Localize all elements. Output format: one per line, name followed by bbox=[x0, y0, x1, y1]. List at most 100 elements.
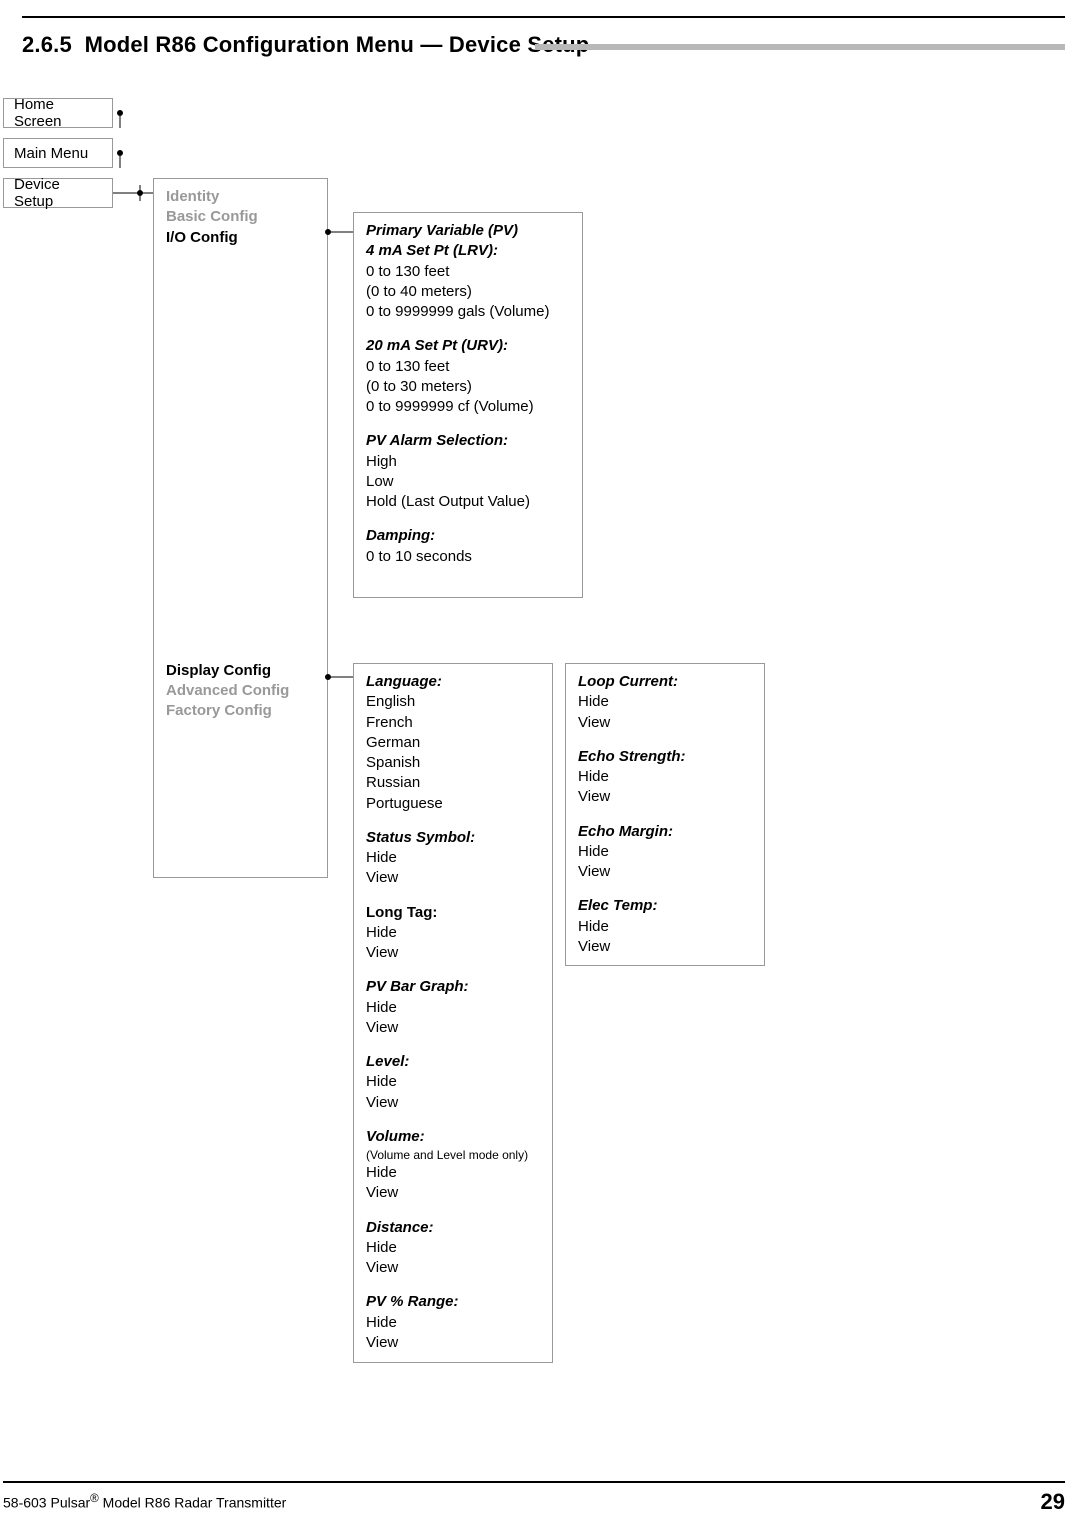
io-alarm-block: PV Alarm Selection: High Low Hold (Last … bbox=[366, 431, 570, 512]
disp-pvrange-view: View bbox=[366, 1333, 540, 1353]
disp-longtag-block: Long Tag: Hide View bbox=[366, 903, 540, 964]
io-alarm-l1: High bbox=[366, 452, 570, 472]
disp-lang2: French bbox=[366, 713, 540, 733]
io-config-box: Primary Variable (PV) 4 mA Set Pt (LRV):… bbox=[353, 212, 583, 598]
disp-volume-block: Volume: (Volume and Level mode only) Hid… bbox=[366, 1127, 540, 1204]
disp-longtag-hide: Hide bbox=[366, 923, 540, 943]
nav-home: Home Screen bbox=[3, 98, 113, 128]
io-lrv-l2: (0 to 40 meters) bbox=[366, 282, 570, 302]
disp-lang6: Portuguese bbox=[366, 794, 540, 814]
io-urv-l3: 0 to 9999999 cf (Volume) bbox=[366, 397, 570, 417]
page-number: 29 bbox=[1041, 1489, 1065, 1515]
section-number: 2.6.5 bbox=[22, 32, 72, 57]
right-loop-title: Loop Current: bbox=[578, 672, 752, 692]
disp-longtag-title: Long Tag: bbox=[366, 903, 540, 923]
disp-lang-block: Language: English French German Spanish … bbox=[366, 672, 540, 814]
footer-reg: ® bbox=[90, 1492, 99, 1505]
disp-volume-hide: Hide bbox=[366, 1163, 540, 1183]
disp-pvrange-title: PV % Range: bbox=[366, 1292, 540, 1312]
disp-lang1: English bbox=[366, 692, 540, 712]
right-temp-view: View bbox=[578, 937, 752, 957]
disp-pvbar-block: PV Bar Graph: Hide View bbox=[366, 977, 540, 1038]
config-factory: Factory Config bbox=[166, 701, 315, 721]
disp-lang4: Spanish bbox=[366, 753, 540, 773]
disp-pvbar-hide: Hide bbox=[366, 998, 540, 1018]
right-temp-hide: Hide bbox=[578, 917, 752, 937]
footer-rule bbox=[3, 1481, 1065, 1483]
right-echom-hide: Hide bbox=[578, 842, 752, 862]
footer-left: 58-603 Pulsar® Model R86 Radar Transmitt… bbox=[3, 1492, 286, 1511]
io-alarm-l3: Hold (Last Output Value) bbox=[366, 492, 570, 512]
disp-lang-title: Language: bbox=[366, 672, 540, 692]
io-urv-title: 20 mA Set Pt (URV): bbox=[366, 336, 570, 356]
config-advanced: Advanced Config bbox=[166, 681, 315, 701]
right-echom-title: Echo Margin: bbox=[578, 822, 752, 842]
display-config-box: Language: English French German Spanish … bbox=[353, 663, 553, 1363]
disp-volume-note: (Volume and Level mode only) bbox=[366, 1147, 540, 1163]
disp-level-view: View bbox=[366, 1093, 540, 1113]
right-temp-block: Elec Temp: Hide View bbox=[578, 896, 752, 957]
config-identity: Identity bbox=[166, 187, 315, 207]
disp-pvrange-block: PV % Range: Hide View bbox=[366, 1292, 540, 1353]
footer-rest: Model R86 Radar Transmitter bbox=[99, 1495, 287, 1511]
right-echos-title: Echo Strength: bbox=[578, 747, 752, 767]
right-loop-hide: Hide bbox=[578, 692, 752, 712]
nav-main-label: Main Menu bbox=[14, 145, 88, 162]
disp-longtag-view: View bbox=[366, 943, 540, 963]
io-urv-block: 20 mA Set Pt (URV): 0 to 130 feet (0 to … bbox=[366, 336, 570, 417]
disp-dist-hide: Hide bbox=[366, 1238, 540, 1258]
disp-pvbar-title: PV Bar Graph: bbox=[366, 977, 540, 997]
right-echos-view: View bbox=[578, 787, 752, 807]
right-echom-view: View bbox=[578, 862, 752, 882]
io-damp-title: Damping: bbox=[366, 526, 570, 546]
nav-setup-label: Device Setup bbox=[14, 176, 102, 210]
section-heading: 2.6.5 Model R86 Configuration Menu — Dev… bbox=[22, 32, 589, 58]
io-pv-block: Primary Variable (PV) 4 mA Set Pt (LRV):… bbox=[366, 221, 570, 322]
config-spacer bbox=[166, 248, 315, 661]
config-io: I/O Config bbox=[166, 228, 315, 248]
io-lrv-l3: 0 to 9999999 gals (Volume) bbox=[366, 302, 570, 322]
io-urv-l2: (0 to 30 meters) bbox=[366, 377, 570, 397]
io-pv-title: Primary Variable (PV) bbox=[366, 221, 570, 241]
disp-status-view: View bbox=[366, 868, 540, 888]
config-display: Display Config bbox=[166, 661, 315, 681]
disp-dist-title: Distance: bbox=[366, 1218, 540, 1238]
heading-accent-line bbox=[535, 44, 1065, 50]
right-config-box: Loop Current: Hide View Echo Strength: H… bbox=[565, 663, 765, 966]
right-echos-block: Echo Strength: Hide View bbox=[578, 747, 752, 808]
disp-level-title: Level: bbox=[366, 1052, 540, 1072]
right-temp-title: Elec Temp: bbox=[578, 896, 752, 916]
top-rule bbox=[22, 16, 1065, 18]
config-basic: Basic Config bbox=[166, 207, 315, 227]
disp-status-title: Status Symbol: bbox=[366, 828, 540, 848]
disp-dist-block: Distance: Hide View bbox=[366, 1218, 540, 1279]
section-title: Model R86 Configuration Menu — Device Se… bbox=[85, 32, 590, 57]
nav-setup: Device Setup bbox=[3, 178, 113, 208]
io-alarm-title: PV Alarm Selection: bbox=[366, 431, 570, 451]
nav-main: Main Menu bbox=[3, 138, 113, 168]
io-damp-l1: 0 to 10 seconds bbox=[366, 547, 570, 567]
disp-pvbar-view: View bbox=[366, 1018, 540, 1038]
right-echos-hide: Hide bbox=[578, 767, 752, 787]
io-damp-block: Damping: 0 to 10 seconds bbox=[366, 526, 570, 567]
disp-level-block: Level: Hide View bbox=[366, 1052, 540, 1113]
disp-level-hide: Hide bbox=[366, 1072, 540, 1092]
io-urv-l1: 0 to 130 feet bbox=[366, 357, 570, 377]
disp-lang5: Russian bbox=[366, 773, 540, 793]
disp-status-block: Status Symbol: Hide View bbox=[366, 828, 540, 889]
config-list-box: Identity Basic Config I/O Config Display… bbox=[153, 178, 328, 878]
disp-lang3: German bbox=[366, 733, 540, 753]
disp-pvrange-hide: Hide bbox=[366, 1313, 540, 1333]
disp-dist-view: View bbox=[366, 1258, 540, 1278]
right-loop-block: Loop Current: Hide View bbox=[578, 672, 752, 733]
disp-status-hide: Hide bbox=[366, 848, 540, 868]
right-loop-view: View bbox=[578, 713, 752, 733]
io-lrv-l1: 0 to 130 feet bbox=[366, 262, 570, 282]
disp-volume-title: Volume: bbox=[366, 1127, 540, 1147]
footer-docnum: 58-603 Pulsar bbox=[3, 1495, 90, 1511]
io-lrv-title: 4 mA Set Pt (LRV): bbox=[366, 241, 570, 261]
io-alarm-l2: Low bbox=[366, 472, 570, 492]
disp-volume-view: View bbox=[366, 1183, 540, 1203]
right-echom-block: Echo Margin: Hide View bbox=[578, 822, 752, 883]
nav-home-label: Home Screen bbox=[14, 96, 102, 130]
